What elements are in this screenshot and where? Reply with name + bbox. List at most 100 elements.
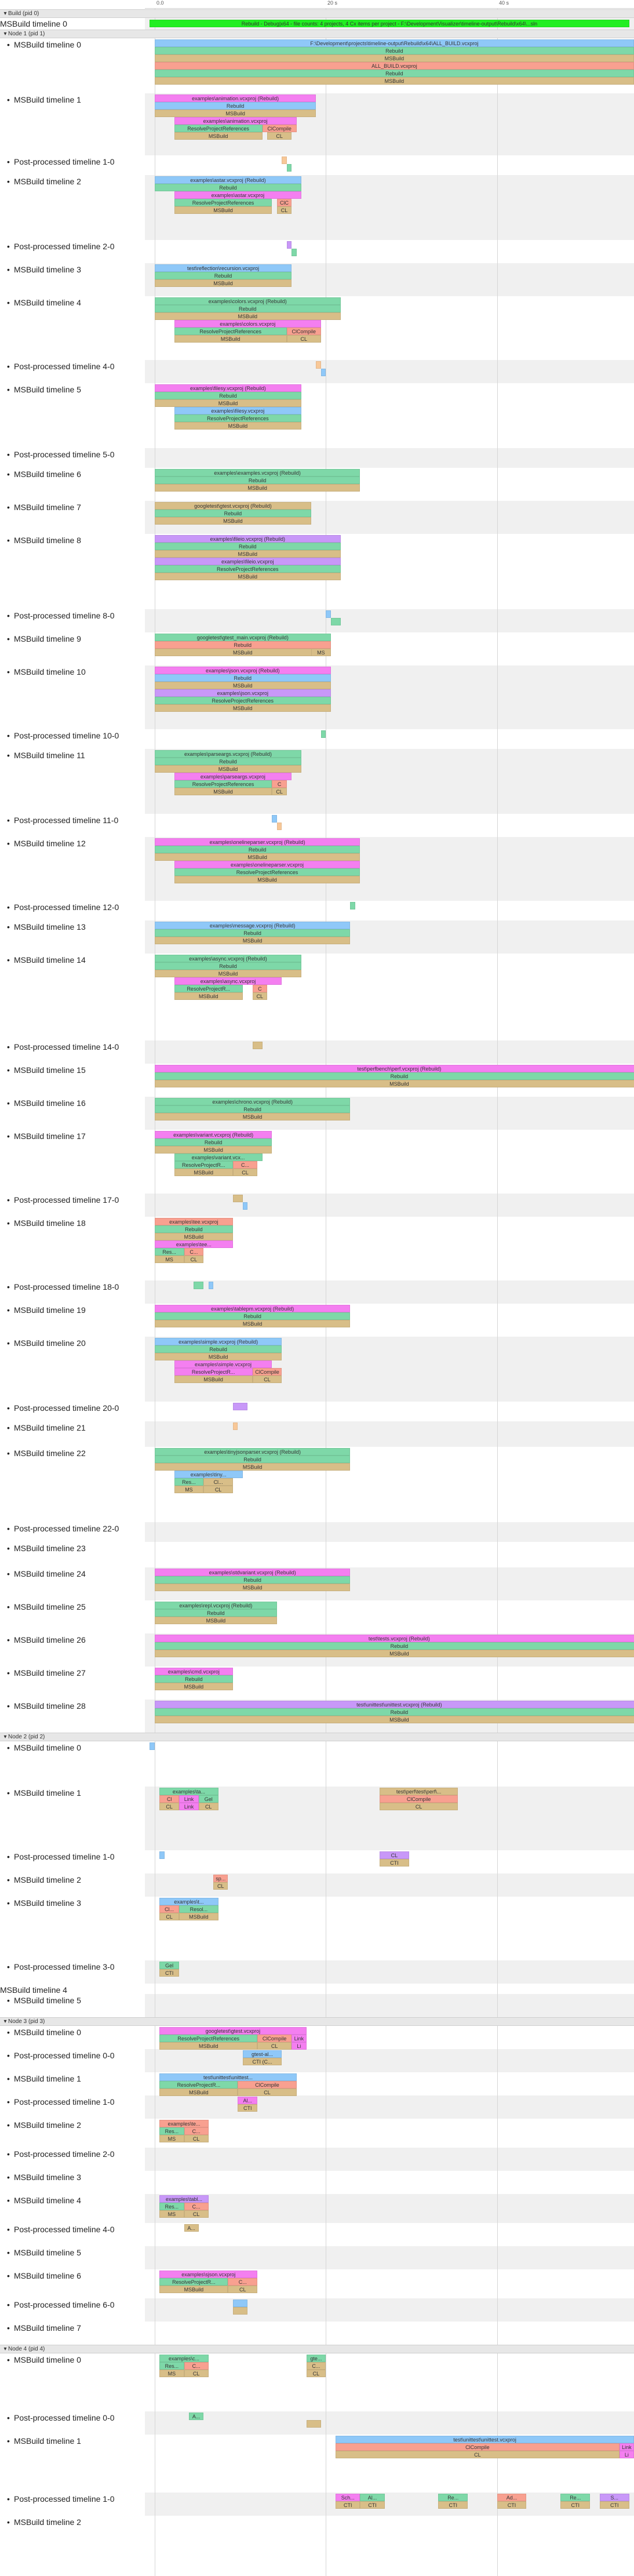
timeline-event-bar[interactable] [232,1195,243,1202]
timeline-event-bar[interactable]: MS [311,649,331,656]
timeline-event-bar[interactable]: Rebuild [154,1345,282,1353]
collapse-toggle-icon[interactable]: ▾ [3,1734,7,1740]
timeline-event-bar[interactable]: examples\colors.vcxproj [174,320,321,328]
timeline-event-bar[interactable]: Rebuild [154,272,292,279]
timeline-event-bar[interactable]: CL [272,788,287,795]
timeline-event-bar[interactable]: S... [599,2494,629,2501]
timeline-event-bar[interactable]: CL [198,1803,218,1810]
timeline-event-bar[interactable]: ClCompile [286,328,321,335]
timeline-event-bar[interactable]: Cl [159,1795,180,1803]
timeline-event-bar[interactable]: MSBuild [154,765,302,773]
timeline-event-bar[interactable]: ResolveProjectR... [174,985,243,992]
timeline-event-bar[interactable]: ResolveProjectReferences [174,868,360,876]
timeline-event-bar[interactable]: CL [184,1256,204,1263]
timeline-row-label[interactable]: MSBuild timeline 25 [0,1602,86,1611]
timeline-event-bar[interactable]: MSBuild [154,1233,233,1240]
timeline-event-bar[interactable]: MSBuild [154,1617,277,1624]
timeline-event-bar[interactable]: Rebuild [154,476,360,484]
timeline-event-bar[interactable]: C... [184,2203,209,2210]
timeline-event-bar[interactable]: examples\fileio.vcxproj (Rebuild) [154,535,341,543]
timeline-event-bar[interactable]: MSBuild [179,1913,218,1920]
timeline-row-label[interactable]: MSBuild timeline 16 [0,1098,86,1108]
timeline-event-bar[interactable]: Res... [159,2127,184,2135]
timeline-event-bar[interactable]: CL [213,1882,228,1890]
timeline-event-bar[interactable]: Rebuild [154,305,341,312]
timeline-row-label[interactable]: Post-processed timeline 14-0 [0,1042,119,1051]
timeline-event-bar[interactable]: ResolveProjectReferences [174,414,302,422]
timeline-row-label[interactable]: Post-processed timeline 1-0 [0,1852,115,1861]
timeline-event-bar[interactable]: CTI [497,2501,527,2509]
timeline-row-label[interactable]: MSBuild timeline 7 [0,2323,81,2333]
timeline-event-bar[interactable]: Rebuild [154,1072,634,1080]
timeline-row-label[interactable]: MSBuild timeline 5 [0,2248,81,2257]
timeline-event-bar[interactable]: ResolveProjectReferences [154,565,341,573]
timeline-event-bar[interactable]: C... [184,2127,209,2135]
timeline-row-label[interactable]: MSBuild timeline 23 [0,1544,86,1553]
timeline-event-bar[interactable]: MSBuild [154,517,311,525]
timeline-event-bar[interactable]: MS [154,1256,184,1263]
timeline-row-label[interactable]: Post-processed timeline 4-0 [0,362,115,371]
timeline-event-bar[interactable]: CTI [438,2501,468,2509]
timeline-event-bar[interactable]: MSBuild [174,876,360,883]
timeline-event-bar[interactable]: Link [292,2035,307,2042]
timeline-row-label[interactable]: MSBuild timeline 3 [0,1898,81,1908]
timeline-row-label[interactable]: MSBuild timeline 2 [0,177,81,186]
timeline-event-bar[interactable]: examples\repl.vcxproj (Rebuild) [154,1602,277,1609]
timeline-event-bar[interactable]: examples\parseargs.vcxproj (Rebuild) [154,750,302,758]
timeline-event-bar[interactable]: MSBuild [154,550,341,558]
timeline-event-bar[interactable]: MSBuild [154,1146,272,1154]
timeline-event-bar[interactable]: CTI (C... [242,2058,282,2065]
timeline-event-bar[interactable]: MS [159,2370,184,2377]
timeline-event-bar[interactable]: googletest\gtest_main.vcxproj (Rebuild) [154,634,331,641]
timeline-event-bar[interactable]: MSBuild [154,1683,233,1690]
timeline-event-bar[interactable]: Res... [154,1248,184,1256]
timeline-row-label[interactable]: MSBuild timeline 0 [0,1743,81,1752]
timeline-row-label[interactable]: MSBuild timeline 7 [0,503,81,512]
timeline-event-bar[interactable]: ResolveProjectReferences [174,199,272,206]
timeline-event-bar[interactable]: MSBuild [154,970,302,977]
timeline-event-bar[interactable]: MSBuild [159,2089,238,2096]
timeline-row-label[interactable]: Post-processed timeline 6-0 [0,2300,115,2309]
timeline-row-label[interactable]: MSBuild timeline 9 [0,634,81,643]
timeline-event-bar[interactable]: examples\async.vcxproj (Rebuild) [154,955,302,962]
timeline-event-bar[interactable]: examples\stdvariant.vcxproj (Rebuild) [154,1569,351,1576]
timeline-row-label[interactable]: MSBuild timeline 8 [0,536,81,545]
timeline-event-bar[interactable]: ResolveProjectR... [159,2278,228,2286]
timeline-event-bar[interactable]: MSBuild [154,1080,634,1087]
timeline-row-label[interactable]: MSBuild timeline 6 [0,2271,81,2280]
timeline-event-bar[interactable]: test\perf\test\perf\... [380,1788,458,1795]
node-group-header[interactable]: ▾ Node 3 (pid 3) [0,2017,634,2026]
timeline-event-bar[interactable]: CL [159,1803,180,1810]
timeline-event-bar[interactable]: Gel [198,1795,218,1803]
timeline-row-label[interactable]: MSBuild timeline 11 [0,751,85,760]
timeline-event-bar[interactable] [159,1851,165,1859]
timeline-row-label[interactable]: MSBuild timeline 4 [0,2196,81,2205]
timeline-event-bar[interactable]: Rebuild [154,1675,233,1683]
timeline-row-label[interactable]: MSBuild timeline 0 [0,2028,81,2037]
timeline-event-bar[interactable]: A... [188,2413,204,2420]
timeline-row-label[interactable]: MSBuild timeline 22 [0,1449,86,1458]
timeline-event-bar[interactable]: examples\tinyjsonparser.vcxproj (Rebuild… [154,1448,351,1456]
timeline-event-bar[interactable]: examples\simple.vcxproj (Rebuild) [154,1338,282,1345]
timeline-event-bar[interactable]: Res... [159,2362,184,2370]
timeline-event-bar[interactable]: Rebuild [154,962,302,970]
timeline-event-bar[interactable]: CL [286,335,321,343]
timeline-event-bar[interactable]: ResolveProjectReferences [174,328,287,335]
collapse-toggle-icon[interactable]: ▾ [3,2346,7,2352]
timeline-event-bar[interactable]: Al... [360,2494,385,2501]
timeline-row-label[interactable]: Post-processed timeline 1-0 [0,157,115,166]
timeline-event-bar[interactable] [232,1422,238,1430]
timeline-event-bar[interactable] [282,157,287,164]
timeline-event-bar[interactable]: CTI [380,1859,409,1866]
timeline-event-bar[interactable]: Link [179,1803,199,1810]
timeline-event-bar[interactable]: Rebuild [154,758,302,765]
timeline-event-bar[interactable]: MSBuild [174,206,272,214]
collapse-toggle-icon[interactable]: ▾ [3,10,7,17]
timeline-event-bar[interactable]: MSBuild [174,422,302,430]
timeline-row-label[interactable]: Post-processed timeline 1-0 [0,2097,115,2106]
timeline-event-bar[interactable] [276,823,282,830]
timeline-event-bar[interactable]: MSBuild [154,279,292,287]
timeline-event-bar[interactable]: ClCompile [252,1368,282,1376]
timeline-event-bar[interactable]: ResolveProjectReferences [174,125,263,132]
timeline-event-bar[interactable]: CTI [560,2501,591,2509]
